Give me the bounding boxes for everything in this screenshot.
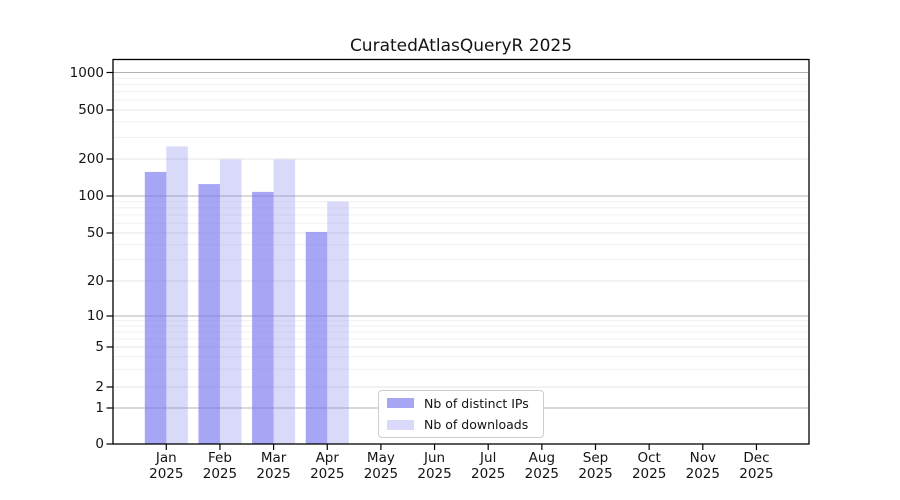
x-tick-label-jul: Jul 2025 bbox=[471, 450, 506, 482]
x-tick-label-dec: Dec 2025 bbox=[739, 450, 774, 482]
y-tick-label: 1 bbox=[95, 400, 104, 416]
bar-downloads-apr bbox=[327, 201, 349, 444]
x-tick-label-nov: Nov 2025 bbox=[685, 450, 720, 482]
bar-distinct-ips-feb bbox=[198, 184, 220, 444]
x-tick-label-jun: Jun 2025 bbox=[417, 450, 452, 482]
x-tick-label-may: May 2025 bbox=[363, 450, 399, 482]
x-tick-label-feb: Feb 2025 bbox=[202, 450, 238, 482]
bar-distinct-ips-apr bbox=[305, 231, 328, 444]
x-tick-label-apr: Apr 2025 bbox=[310, 450, 345, 482]
legend-swatch-downloads-icon bbox=[387, 419, 414, 430]
x-tick-label-aug: Aug 2025 bbox=[524, 450, 560, 482]
y-tick-label: 100 bbox=[78, 188, 104, 204]
legend-label-distinct-ips: Nb of distinct IPs bbox=[424, 395, 529, 411]
bar-downloads-mar bbox=[273, 159, 296, 444]
bar-distinct-ips-mar bbox=[252, 191, 274, 444]
legend-label-downloads: Nb of downloads bbox=[424, 417, 529, 433]
chart-title: CuratedAtlasQueryR 2025 bbox=[349, 36, 573, 56]
y-tick-label: 2 bbox=[95, 379, 104, 395]
y-tick-label: 10 bbox=[86, 308, 104, 324]
y-tick-label: 5 bbox=[95, 339, 104, 355]
bar-distinct-ips-jan bbox=[144, 171, 167, 445]
legend-swatch-distinct-ips-icon bbox=[387, 398, 414, 409]
plot-frame bbox=[112, 58, 810, 445]
x-tick-label-oct: Oct 2025 bbox=[631, 450, 667, 482]
legend-item-downloads: Nb of downloads bbox=[379, 415, 543, 434]
x-tick-label-mar: Mar 2025 bbox=[256, 450, 291, 482]
legend: Nb of distinct IPs Nb of downloads bbox=[378, 390, 544, 438]
y-tick-label: 1000 bbox=[69, 64, 104, 81]
bar-downloads-jan bbox=[166, 146, 188, 444]
legend-item-distinct-ips: Nb of distinct IPs bbox=[379, 394, 543, 413]
x-tick-label-jan: Jan 2025 bbox=[149, 450, 184, 482]
bar-downloads-feb bbox=[219, 159, 242, 444]
y-tick-label: 20 bbox=[86, 273, 104, 289]
y-tick-label: 200 bbox=[78, 151, 104, 167]
y-tick-label: 0 bbox=[95, 436, 104, 452]
y-tick-label: 500 bbox=[78, 102, 104, 118]
y-tick-label: 50 bbox=[86, 225, 104, 241]
x-tick-label-sep: Sep 2025 bbox=[578, 450, 613, 482]
